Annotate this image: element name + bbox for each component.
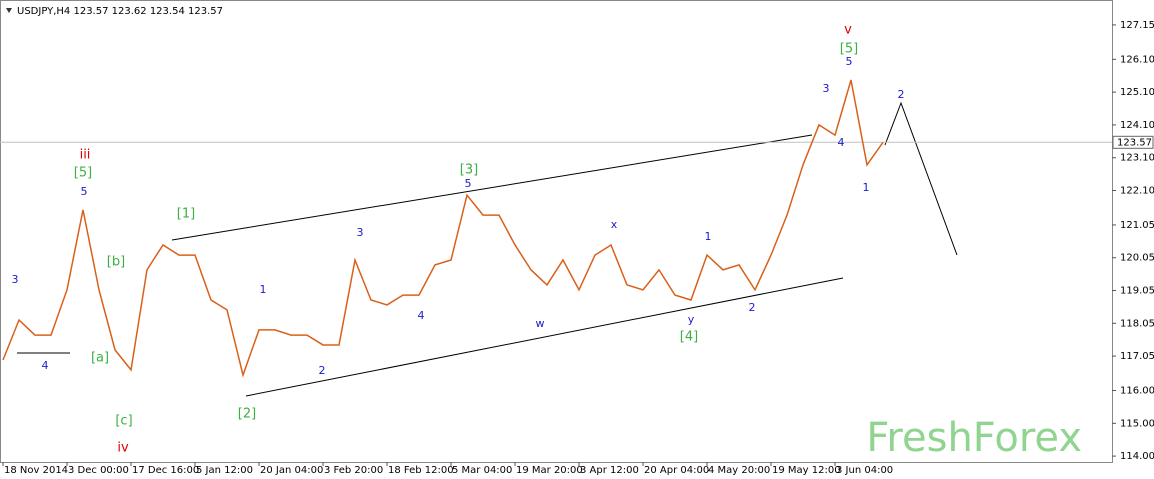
- y-tick-label: 117.05: [1120, 351, 1154, 362]
- y-tick-label: 127.15: [1120, 20, 1154, 31]
- channel-upper: [171, 134, 813, 241]
- wave-label: v: [844, 23, 852, 38]
- wave-label: 1: [705, 230, 712, 243]
- wave-label: [2]: [238, 407, 256, 422]
- y-tick-label: 126.10: [1120, 54, 1154, 65]
- y-tick-label: 121.05: [1120, 220, 1154, 231]
- wave-label: 3: [823, 82, 830, 95]
- x-tick-label: 18 Feb 12:00: [388, 465, 454, 476]
- wave-label: [1]: [177, 207, 195, 222]
- x-tick-label: 18 Nov 2014: [4, 465, 68, 476]
- x-tick-label: 3 Apr 12:00: [580, 465, 639, 476]
- x-tick-label: 3 Feb 20:00: [324, 465, 383, 476]
- wave-label: 4: [418, 309, 425, 322]
- wave-label: [a]: [91, 351, 109, 366]
- x-tick-label: 19 May 12:00: [772, 465, 841, 476]
- x-tick-label: 5 Mar 04:00: [452, 465, 512, 476]
- wave-label: iii: [80, 148, 91, 163]
- wave-label: 2: [898, 88, 905, 101]
- wave-label: 3: [357, 226, 364, 239]
- wave-label: 5: [846, 55, 853, 68]
- y-tick-label: 120.05: [1120, 253, 1154, 264]
- wave-label: [c]: [115, 414, 132, 429]
- wave-label: [4]: [680, 330, 698, 345]
- chart-title: USDJPY,H4 123.57 123.62 123.54 123.57: [17, 6, 223, 17]
- y-tick-label: 114.00: [1120, 451, 1154, 462]
- header-icon: [6, 8, 12, 13]
- wave-label: 1: [260, 283, 267, 296]
- y-tick-label: 116.00: [1120, 386, 1154, 397]
- wave-label: [3]: [460, 163, 478, 178]
- wave-label: 5: [465, 177, 472, 190]
- x-tick-label: 20 Apr 04:00: [644, 465, 709, 476]
- watermark: FreshForex: [866, 415, 1082, 461]
- drawings: [17, 101, 958, 397]
- plot-area: [0, 0, 1113, 463]
- wave-label: 5: [81, 185, 88, 198]
- wave-label: 4: [42, 359, 49, 372]
- wave-label: [b]: [107, 255, 125, 270]
- y-tick-label: 123.10: [1120, 153, 1154, 164]
- wave-label: w: [536, 317, 545, 330]
- x-tick-label: 20 Jan 04:00: [260, 465, 323, 476]
- y-tick-label: 115.00: [1120, 418, 1154, 429]
- wave-label: 1: [863, 181, 870, 194]
- wave-label: iv: [117, 441, 129, 456]
- x-tick-label: 19 Mar 20:00: [516, 465, 583, 476]
- wave-label: y: [688, 313, 695, 326]
- x-tick-label: 4 May 20:00: [708, 465, 770, 476]
- projection: [884, 101, 958, 256]
- y-tick-label: 125.10: [1120, 87, 1154, 98]
- x-tick-label: 3 Dec 00:00: [68, 465, 129, 476]
- wave-label: 2: [749, 301, 756, 314]
- y-tick-label: 122.10: [1120, 186, 1154, 197]
- x-tick-label: 17 Dec 16:00: [132, 465, 199, 476]
- wave-label: 2: [319, 364, 326, 377]
- y-tick-label: 124.10: [1120, 120, 1154, 131]
- wave-label: [5]: [840, 42, 858, 57]
- wave-label: 4: [838, 136, 845, 149]
- channel-lower: [245, 277, 844, 397]
- current-price-box: [1112, 135, 1154, 149]
- wave-label: 3: [12, 273, 19, 286]
- x-tick-label: 5 Jan 12:00: [196, 465, 253, 476]
- wave-label: [5]: [74, 166, 92, 181]
- price-line: [2, 79, 884, 378]
- wave-label: x: [611, 218, 618, 231]
- y-tick-label: 119.05: [1120, 286, 1154, 297]
- y-tick-label: 118.05: [1120, 318, 1154, 329]
- current-price-label: 123.57: [1117, 137, 1152, 148]
- x-tick-label: 3 Jun 04:00: [836, 465, 893, 476]
